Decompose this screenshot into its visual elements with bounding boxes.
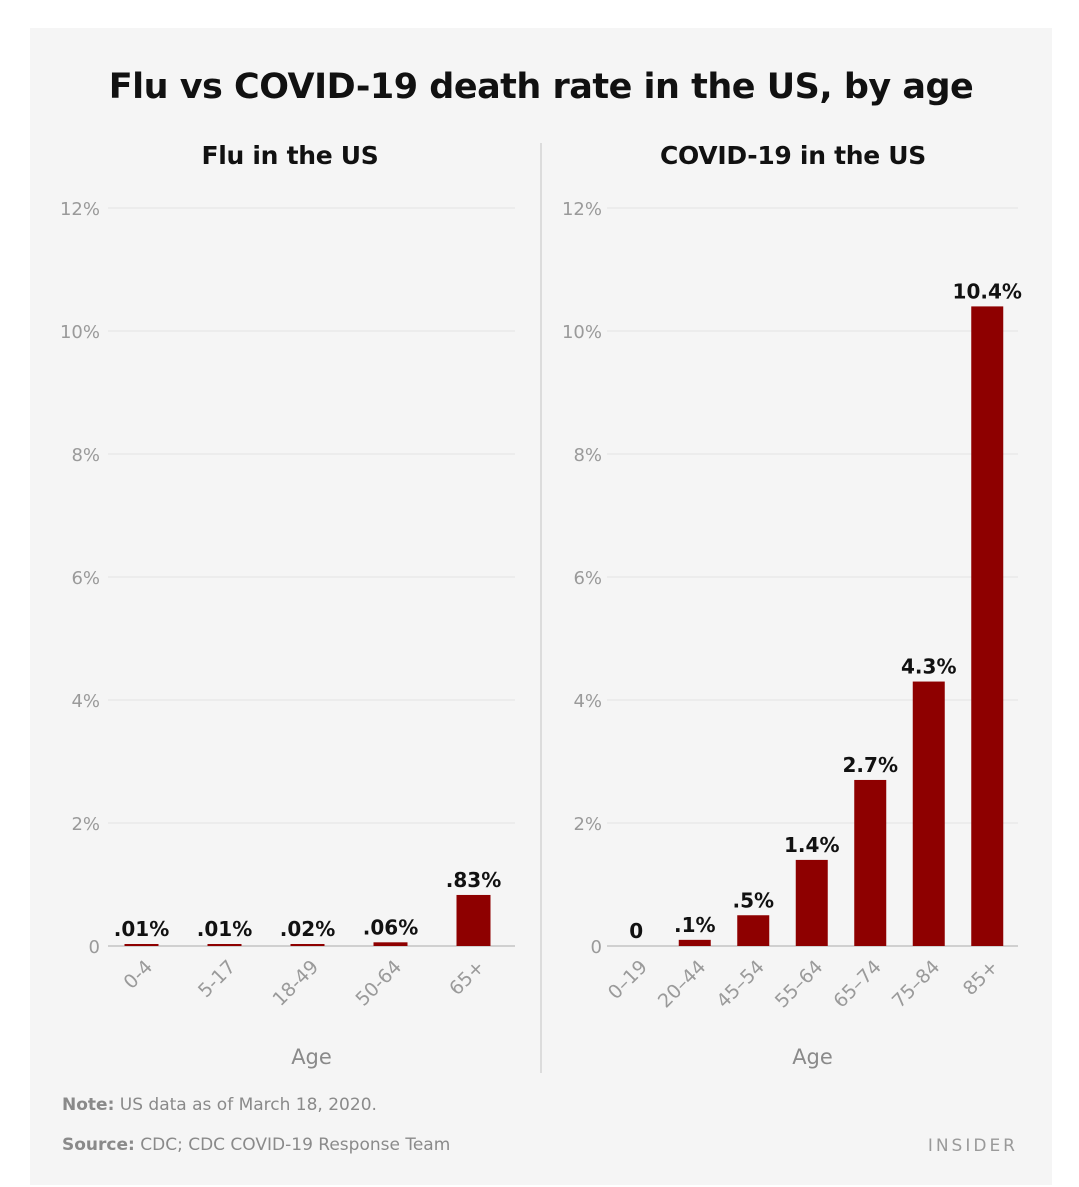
bar	[456, 894, 491, 946]
bar	[737, 915, 770, 946]
x-tick-label: 0-4	[120, 956, 158, 994]
y-tick-label: 0	[591, 937, 602, 958]
data-label: .1%	[674, 913, 716, 937]
data-label: .83%	[446, 868, 501, 892]
data-label: .02%	[280, 917, 335, 941]
y-tick-label: 6%	[573, 568, 602, 589]
source-text: CDC; CDC COVID-19 Response Team	[135, 1135, 450, 1155]
source-label: Source:	[62, 1135, 135, 1155]
x-tick-label: 20–44	[654, 956, 710, 1012]
data-label: 10.4%	[953, 279, 1022, 303]
x-tick-label: 75–84	[888, 956, 944, 1012]
bar	[373, 942, 408, 946]
x-axis-label: Age	[792, 1045, 833, 1069]
subplot-title: Flu in the US	[201, 141, 378, 170]
x-tick-label: 18-49	[268, 956, 323, 1011]
bar	[854, 779, 887, 946]
footer-note: Note: US data as of March 18, 2020.	[62, 1095, 377, 1115]
y-tick-label: 8%	[71, 445, 100, 466]
y-tick-label: 6%	[71, 568, 100, 589]
flu-chart: Flu in the US 0 2% 4% 6% 8% 10% 12% .01% 0-4 .01% 5…	[60, 141, 515, 1069]
y-tick-label: 4%	[71, 691, 100, 712]
x-tick-label: 5-17	[194, 956, 240, 1002]
x-tick-label: 50-64	[351, 956, 406, 1011]
subplot-title: COVID-19 in the US	[660, 141, 926, 170]
x-tick-label: 55–64	[771, 956, 827, 1012]
x-tick-label: 0–19	[604, 956, 652, 1004]
y-tick-label: 0	[89, 937, 100, 958]
y-tick-label: 10%	[562, 322, 602, 343]
data-label: 1.4%	[784, 833, 839, 857]
bar	[971, 306, 1004, 946]
x-axis-label: Age	[291, 1045, 332, 1069]
x-tick-label: 65+	[445, 956, 489, 1000]
covid-chart: COVID-19 in the US02%4%6%8%10%12%00–19.1…	[562, 141, 1022, 1069]
data-label: .01%	[114, 917, 169, 941]
bar	[678, 939, 711, 946]
y-tick-label: 10%	[60, 322, 100, 343]
bar	[912, 681, 945, 946]
data-label: .01%	[197, 917, 252, 941]
y-tick-label: 8%	[573, 445, 602, 466]
data-label: 0	[629, 919, 643, 943]
x-tick-label: 85+	[959, 956, 1003, 1000]
x-tick-label: 65–74	[829, 956, 885, 1012]
y-tick-label: 2%	[573, 814, 602, 835]
y-tick-label: 2%	[71, 814, 100, 835]
bar	[207, 944, 242, 946]
bar	[124, 944, 159, 946]
data-label: .06%	[363, 915, 418, 939]
chart-title: Flu vs COVID-19 death rate in the US, by…	[109, 67, 974, 107]
data-label: .5%	[732, 888, 774, 912]
bar	[795, 859, 828, 946]
y-tick-label: 4%	[573, 691, 602, 712]
x-tick-label: 45–54	[712, 956, 768, 1012]
footer-source: Source: CDC; CDC COVID-19 Response Team	[62, 1135, 450, 1155]
note-text: US data as of March 18, 2020.	[114, 1095, 377, 1115]
y-tick-label: 12%	[60, 199, 100, 220]
bar	[290, 944, 325, 946]
y-tick-label: 12%	[562, 199, 602, 220]
note-label: Note:	[62, 1095, 114, 1115]
data-label: 4.3%	[901, 655, 956, 679]
insider-logo: INSIDER	[928, 1136, 1018, 1156]
data-label: 2.7%	[843, 753, 898, 777]
